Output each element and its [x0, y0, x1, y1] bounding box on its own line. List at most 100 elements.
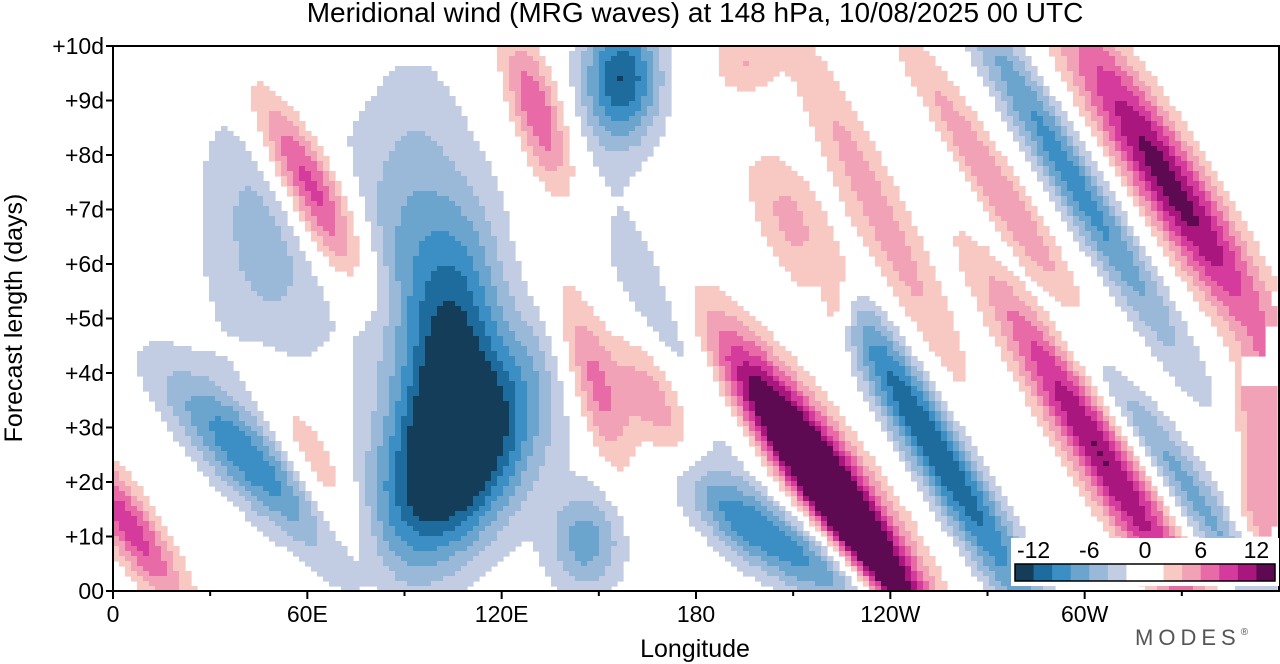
contour-cell: [581, 126, 594, 132]
contour-cell: [1007, 366, 1020, 372]
contour-cell: [1043, 166, 1050, 172]
contour-cell: [1169, 311, 1182, 317]
contour-cell: [257, 111, 270, 117]
contour-cell: [383, 481, 396, 487]
contour-cell: [509, 521, 558, 527]
contour-cell: [899, 361, 906, 367]
contour-cell: [1055, 206, 1068, 212]
contour-cell: [935, 396, 942, 402]
contour-cell: [377, 516, 390, 522]
contour-cell: [605, 146, 630, 152]
contour-cell: [929, 341, 960, 347]
contour-cell: [875, 366, 906, 372]
contour-cell: [1103, 431, 1110, 437]
contour-cell: [1241, 451, 1248, 457]
contour-cell: [383, 241, 396, 247]
contour-cell: [521, 501, 570, 507]
contour-cell: [1211, 206, 1218, 212]
contour-cell: [203, 246, 240, 252]
contour-cell: [863, 201, 888, 207]
contour-cell: [1073, 211, 1086, 217]
contour-cell: [1067, 356, 1074, 362]
contour-cell: [281, 491, 294, 497]
contour-cell: [1211, 226, 1224, 232]
contour-cell: [953, 241, 978, 247]
contour-cell: [611, 191, 624, 197]
contour-cell: [1193, 266, 1206, 272]
contour-cell: [509, 411, 516, 417]
contour-cell: [719, 336, 744, 342]
contour-cell: [1199, 186, 1206, 192]
contour-cell: [827, 516, 876, 522]
contour-cell: [1001, 506, 1014, 512]
contour-cell: [899, 421, 906, 427]
contour-cell: [845, 551, 852, 557]
contour-cell: [1013, 246, 1026, 252]
contour-cell: [719, 346, 732, 352]
contour-cell: [779, 376, 792, 382]
contour-cell: [707, 331, 720, 337]
contour-cell: [1121, 506, 1146, 512]
contour-cell: [1007, 126, 1020, 132]
contour-cell: [605, 61, 636, 67]
contour-cell: [1025, 391, 1032, 397]
contour-cell: [377, 471, 390, 477]
contour-cell: [653, 91, 660, 97]
contour-cell: [515, 361, 534, 367]
contour-cell: [539, 391, 552, 397]
contour-cell: [539, 81, 546, 87]
contour-cell: [1091, 511, 1104, 517]
contour-cell: [269, 451, 282, 457]
contour-cell: [293, 486, 300, 492]
contour-cell: [143, 381, 168, 387]
contour-cell: [539, 381, 552, 387]
contour-cell: [215, 306, 330, 312]
contour-cell: [395, 336, 408, 342]
contour-cell: [983, 206, 996, 212]
contour-cell: [575, 351, 612, 357]
contour-cell: [953, 421, 960, 427]
contour-cell: [401, 386, 408, 392]
contour-cell: [827, 166, 846, 172]
colorbar-tick-label: 6: [1194, 537, 1207, 563]
contour-cell: [329, 176, 336, 182]
contour-cell: [1181, 146, 1194, 152]
contour-cell: [911, 81, 954, 87]
contour-cell: [1229, 231, 1242, 237]
contour-cell: [155, 526, 168, 532]
contour-cell: [1145, 486, 1152, 492]
contour-cell: [611, 96, 636, 102]
contour-cell: [1007, 86, 1032, 92]
contour-cell: [905, 536, 912, 542]
contour-cell: [911, 246, 924, 252]
contour-cell: [251, 441, 264, 447]
contour-cell: [1103, 276, 1110, 282]
contour-cell: [791, 396, 804, 402]
contour-cell: [479, 311, 492, 317]
contour-cell: [1205, 281, 1218, 287]
contour-cell: [497, 66, 510, 72]
contour-cell: [1169, 431, 1182, 437]
contour-cell: [545, 446, 570, 452]
contour-cell: [557, 526, 570, 532]
contour-cell: [1001, 356, 1014, 362]
contour-cell: [461, 271, 480, 277]
contour-cell: [1127, 421, 1134, 427]
contour-cell: [1217, 201, 1224, 207]
contour-cell: [293, 431, 318, 437]
contour-cell: [1043, 86, 1050, 92]
contour-cell: [269, 111, 282, 117]
contour-cell: [803, 506, 810, 512]
contour-cell: [1025, 156, 1038, 162]
contour-cell: [365, 321, 390, 327]
contour-cell: [869, 391, 876, 397]
contour-cell: [1115, 281, 1128, 287]
contour-cell: [431, 316, 468, 322]
contour-cell: [431, 276, 468, 282]
contour-cell: [1169, 486, 1176, 492]
contour-cell: [557, 166, 576, 172]
contour-cell: [503, 71, 510, 77]
contour-cell: [377, 536, 384, 542]
contour-cell: [1253, 341, 1266, 347]
contour-cell: [989, 506, 996, 512]
